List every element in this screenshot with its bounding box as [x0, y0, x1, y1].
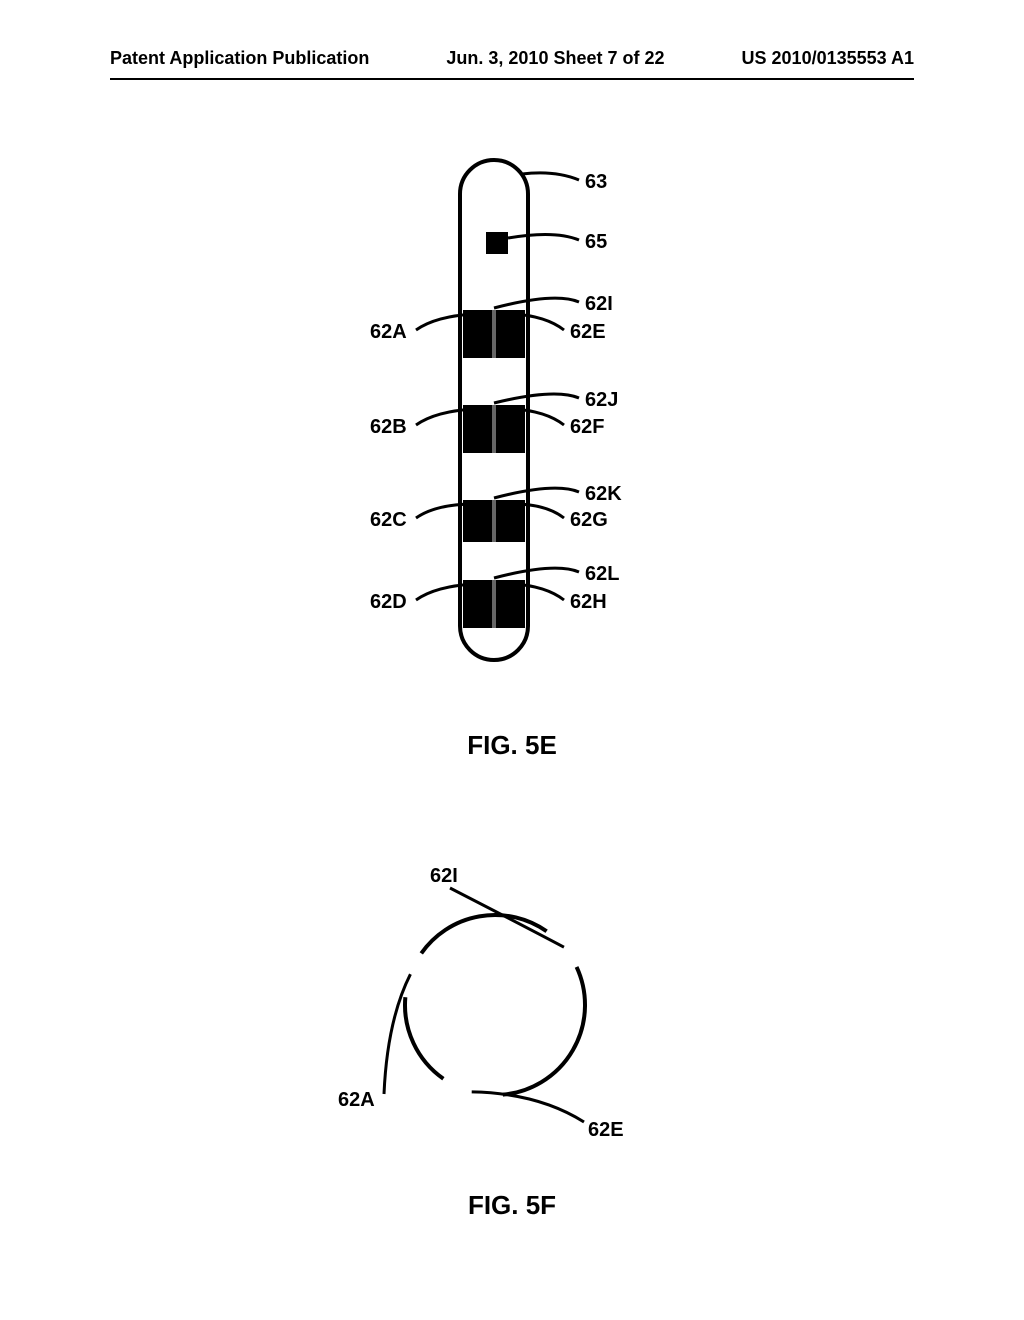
svg-text:62I: 62I [430, 865, 458, 887]
svg-text:62A: 62A [370, 321, 407, 343]
svg-text:62L: 62L [585, 563, 619, 585]
svg-text:62K: 62K [585, 483, 622, 505]
svg-text:62I: 62I [585, 293, 613, 315]
svg-text:63: 63 [585, 171, 607, 193]
svg-text:62E: 62E [588, 1119, 624, 1141]
fig-5e-diagram: 62A 62B 62C 62D 62E 62F 62G 62H 63 65 62I 62J 62K 62L [0, 0, 1024, 780]
svg-text:62H: 62H [570, 591, 607, 613]
fig-5e-label: FIG. 5E [467, 730, 557, 761]
svg-text:62E: 62E [570, 321, 606, 343]
svg-text:62B: 62B [370, 416, 407, 438]
fig-5f-diagram: 62I 62A 62E [0, 820, 1024, 1220]
svg-text:62C: 62C [370, 509, 407, 531]
svg-text:65: 65 [585, 231, 607, 253]
svg-text:62F: 62F [570, 416, 604, 438]
svg-text:62A: 62A [338, 1089, 375, 1111]
svg-text:62D: 62D [370, 591, 407, 613]
svg-text:62J: 62J [585, 389, 618, 411]
fig-5f-label: FIG. 5F [468, 1190, 556, 1221]
svg-text:62G: 62G [570, 509, 608, 531]
